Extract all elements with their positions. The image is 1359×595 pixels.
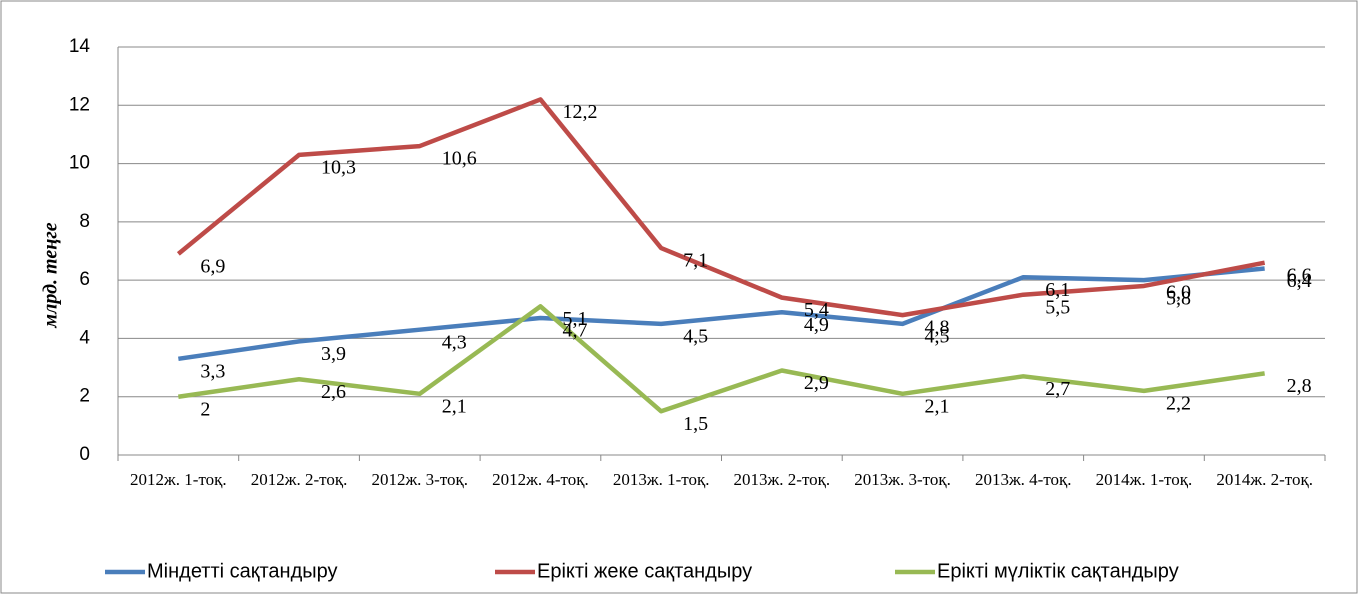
x-tick-label: 2013ж. 2-тоқ. — [733, 470, 831, 489]
data-label: 10,3 — [321, 156, 356, 178]
y-tick-label: 12 — [69, 94, 90, 115]
y-tick-label: 14 — [69, 36, 91, 57]
data-label: 6,1 — [1045, 279, 1070, 301]
data-label: 6,4 — [1287, 270, 1312, 292]
y-tick-label: 4 — [79, 327, 90, 348]
legend-label: Ерікті мүліктік сақтандыру — [937, 560, 1179, 582]
data-label: 4,7 — [562, 320, 587, 342]
x-tick-label: 2012ж. 2-тоқ. — [250, 470, 348, 489]
data-label: 4,5 — [683, 325, 708, 347]
data-label: 3,3 — [200, 360, 225, 382]
x-tick-label: 2012ж. 3-тоқ. — [371, 470, 469, 489]
x-tick-label: 2012ж. 4-тоқ. — [492, 470, 589, 489]
data-label: 2,1 — [925, 395, 950, 417]
series-line — [178, 304, 1265, 414]
data-label: 5,1 — [562, 308, 587, 330]
data-label: 3,9 — [321, 343, 346, 365]
data-label: 6,6 — [1287, 264, 1312, 286]
data-label: 12,2 — [562, 101, 597, 123]
legend-label: Міндетті сақтандыру — [147, 560, 338, 582]
series-line — [176, 97, 1266, 318]
data-label: 2,7 — [1045, 378, 1070, 400]
series-line — [178, 266, 1265, 362]
x-tick-label: 2013ж. 4-тоқ. — [974, 470, 1072, 489]
y-tick-label: 8 — [79, 211, 90, 232]
data-label: 4,8 — [925, 317, 950, 339]
data-label: 5,5 — [1045, 296, 1070, 318]
data-label: 2 — [200, 398, 210, 420]
data-label: 7,1 — [683, 250, 708, 272]
x-tick-label: 2014ж. 1-тоқ. — [1095, 470, 1193, 489]
data-label: 2,9 — [804, 372, 829, 394]
data-label: 6,0 — [1166, 282, 1191, 304]
y-tick-label: 0 — [79, 444, 90, 465]
data-label: 5,4 — [804, 299, 829, 321]
data-label: 1,5 — [683, 413, 708, 435]
data-label: 4,3 — [442, 331, 467, 353]
y-tick-label: 10 — [69, 153, 90, 174]
x-tick-label: 2013ж. 1-тоқ. — [612, 470, 710, 489]
data-label: 6,9 — [200, 256, 225, 278]
data-label: 2,6 — [321, 381, 346, 403]
data-label: 2,2 — [1166, 392, 1191, 414]
x-tick-label: 2013ж. 3-тоқ. — [854, 470, 951, 489]
data-label: 2,1 — [442, 395, 467, 417]
data-label: 4,9 — [804, 314, 829, 336]
x-tick-label: 2012ж. 1-тоқ. — [130, 470, 227, 489]
x-tick-label: 2014ж. 2-тоқ. — [1216, 470, 1313, 489]
y-tick-label: 2 — [79, 386, 90, 407]
legend-label: Ерікті жеке сақтандыру — [537, 560, 752, 582]
data-label: 10,6 — [442, 148, 477, 170]
data-label: 5,8 — [1166, 288, 1191, 310]
y-tick-label: 6 — [79, 269, 90, 290]
y-axis-title: млрд. теңге — [40, 222, 62, 328]
data-label: 4,5 — [925, 325, 950, 347]
data-label: 2,8 — [1287, 375, 1312, 397]
